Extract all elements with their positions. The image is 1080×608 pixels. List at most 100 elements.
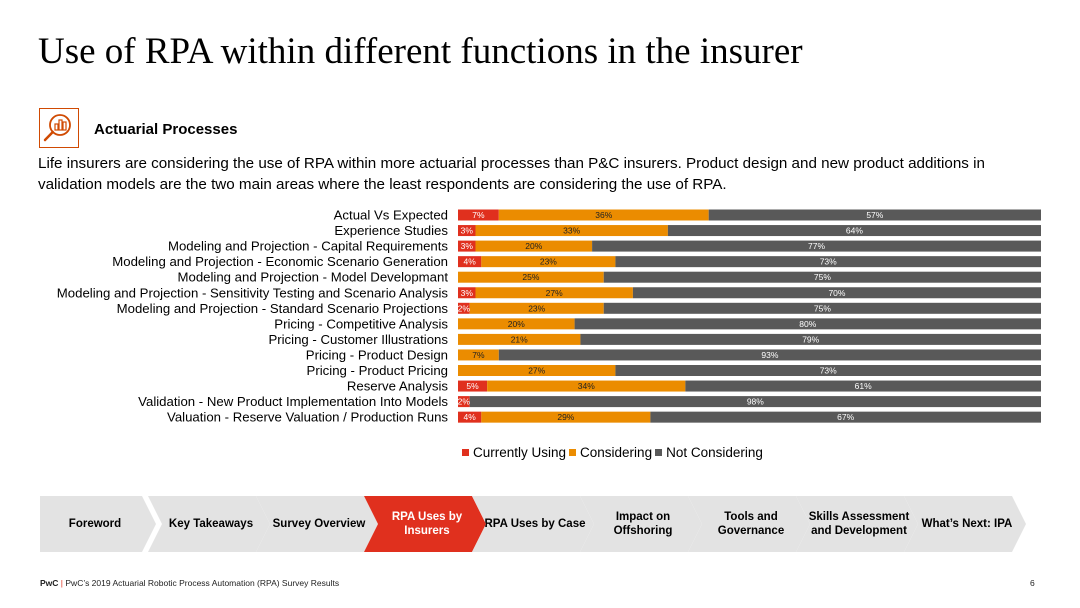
category-label: Valuation - Reserve Valuation / Producti…: [167, 410, 448, 425]
nav-tab-tools-and-governance[interactable]: Tools and Governance: [688, 496, 810, 552]
legend-label: Currently Using: [473, 444, 567, 460]
data-label: 5%: [466, 381, 479, 391]
nav-tab-label: RPA Uses by Insurers: [391, 511, 463, 537]
bar-segment: [458, 318, 575, 330]
nav-tab-label: Survey Overview: [272, 518, 366, 530]
bar-segment: [475, 240, 593, 252]
data-label: 73%: [820, 366, 837, 376]
nav-tab-label: Key Takeaways: [168, 518, 254, 530]
data-label: 64%: [846, 226, 863, 236]
bar-segment: [458, 365, 616, 376]
bar-segment: [458, 380, 488, 392]
nav-tab-label: RPA Uses by Case: [484, 518, 586, 530]
nav-tab-label: Impact on Offshoring: [613, 511, 673, 537]
category-label: Pricing - Competitive Analysis: [274, 316, 448, 331]
nav-tab-label: Foreword: [68, 518, 122, 530]
category-label: Actual Vs Expected: [334, 208, 448, 223]
chart-legend: Currently Using Considering Not Considerin…: [462, 443, 766, 461]
nav-tab-label: What’s Next: IPA: [921, 518, 1013, 530]
bar-segment: [650, 411, 1041, 423]
bar-segment: [632, 287, 1041, 299]
bar-segment: [603, 302, 1041, 314]
data-label: 57%: [866, 210, 883, 220]
data-label: 98%: [747, 397, 764, 407]
bar-segment: [475, 225, 668, 237]
data-label: 4%: [464, 412, 477, 422]
analytics-magnifier-icon: [39, 108, 79, 148]
nav-tab-label: Tools and Governance: [717, 511, 785, 537]
nav-tab-impact-on-offshoring[interactable]: Impact on Offshoring: [580, 496, 702, 552]
category-label: Pricing - Customer Illustrations: [268, 332, 448, 347]
nav-tab-rpa-uses-by-insurers[interactable]: RPA Uses by Insurers: [364, 496, 486, 552]
bar-segment: [458, 240, 476, 252]
data-label: 36%: [595, 210, 612, 220]
data-label: 20%: [508, 319, 525, 329]
category-label: Modeling and Projection - Standard Scena…: [117, 301, 449, 316]
bar-segment: [458, 411, 482, 423]
bar-segment: [458, 349, 499, 361]
data-label: 27%: [528, 366, 545, 376]
data-label: 29%: [557, 412, 574, 422]
data-label: 33%: [563, 226, 580, 236]
category-label: Modeling and Projection - Capital Requir…: [168, 239, 448, 254]
data-label: 3%: [461, 288, 474, 298]
bar-segment: [481, 256, 616, 268]
legend-item: Considering: [569, 445, 652, 460]
bar-segment: [592, 240, 1041, 252]
bar-segment: [481, 411, 651, 423]
section-navigation: Foreword Key Takeaways Survey Overview RPA …: [40, 496, 1040, 552]
page-title: Use of RPA within different functions in…: [38, 31, 803, 72]
description-text: Life insurers are considering the use of…: [38, 155, 985, 193]
legend-item: Currently Using: [462, 445, 566, 460]
category-label: Modeling and Projection - Economic Scena…: [112, 254, 448, 269]
bar-segment: [580, 333, 1041, 345]
category-label: Reserve Analysis: [347, 379, 449, 394]
bar-segment: [458, 256, 482, 268]
data-label: 61%: [855, 381, 872, 391]
bar-segment: [458, 396, 470, 408]
bar-segment: [667, 225, 1041, 237]
footer-text: PwC’s 2019 Actuarial Robotic Process Aut…: [65, 578, 340, 588]
legend-label: Considering: [580, 444, 653, 460]
data-label: 93%: [761, 350, 778, 360]
nav-tab-what-s-next-ipa[interactable]: What’s Next: IPA: [904, 496, 1026, 552]
bar-segment: [574, 318, 1041, 330]
bar-segment: [458, 271, 604, 283]
category-label: Experience Studies: [334, 223, 448, 238]
nav-tab-skills-assessment-and-development[interactable]: Skills Assessment and Development: [796, 496, 918, 552]
data-label: 2%: [458, 397, 471, 407]
footer-separator: |: [60, 578, 64, 588]
data-label: 79%: [802, 334, 819, 344]
nav-tab-survey-overview[interactable]: Survey Overview: [256, 496, 378, 552]
data-label: 70%: [828, 288, 845, 298]
bar-segment: [458, 287, 476, 299]
data-label: 80%: [799, 319, 816, 329]
stacked-bar-chart: Actual Vs Expected 7% 36% 57% Experience Stu…: [57, 208, 1041, 425]
data-label: 77%: [808, 241, 825, 251]
data-label: 73%: [820, 257, 837, 267]
category-label: Pricing - Product Pricing: [307, 363, 448, 378]
data-label: 20%: [525, 241, 542, 251]
data-label: 27%: [546, 288, 563, 298]
nav-tab-foreword[interactable]: Foreword: [40, 496, 156, 552]
bar-segment: [487, 380, 686, 392]
bar-segment: [685, 380, 1041, 392]
page-number: 6: [1030, 578, 1035, 588]
category-label: Modeling and Projection - Sensitivity Te…: [57, 285, 449, 300]
data-label: 23%: [540, 257, 557, 267]
data-label: 3%: [461, 241, 474, 251]
legend-swatch: [655, 448, 663, 456]
data-label: 67%: [837, 412, 854, 422]
nav-tab-key-takeaways[interactable]: Key Takeaways: [148, 496, 270, 552]
bar-segment: [469, 396, 1041, 408]
bar-segment: [475, 287, 633, 299]
bar-segment: [469, 302, 604, 314]
data-label: 23%: [528, 303, 545, 313]
data-label: 2%: [458, 303, 471, 313]
bar-segment: [615, 256, 1041, 268]
category-label: Validation - New Product Implementation …: [138, 394, 448, 409]
bar-segment: [615, 365, 1041, 376]
data-label: 7%: [472, 350, 485, 360]
bar-segment: [498, 209, 709, 221]
nav-tab-rpa-uses-by-case[interactable]: RPA Uses by Case: [472, 496, 594, 552]
